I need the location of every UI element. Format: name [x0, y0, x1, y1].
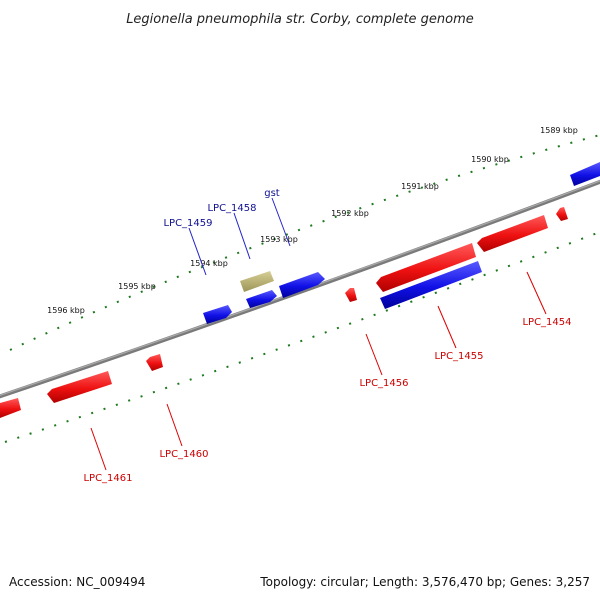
tick-label: 1589 kbp	[540, 126, 578, 135]
forward-genes	[203, 162, 600, 324]
gene-gst-left[interactable]	[246, 290, 277, 308]
tick-label: 1596 kbp	[47, 306, 85, 315]
label-leaders	[90, 197, 547, 471]
tick-label: 1590 kbp	[471, 155, 509, 164]
gene-LPC_1456[interactable]	[345, 288, 357, 302]
gene-LPC_1455[interactable]	[380, 261, 482, 309]
gene-label-LPC_1461[interactable]: LPC_1461	[83, 473, 132, 484]
gene-label-LPC_1458[interactable]: LPC_1458	[207, 203, 256, 214]
gene-gst[interactable]	[279, 272, 325, 298]
tick-label: 1595 kbp	[118, 282, 156, 291]
gene-LPC_1461[interactable]	[47, 371, 112, 403]
gene-LPC_1458[interactable]	[240, 271, 274, 292]
gene-label-LPC_1460[interactable]: LPC_1460	[159, 449, 208, 460]
gene-LPC_1454[interactable]	[556, 207, 568, 221]
tick-label: 1594 kbp	[190, 259, 228, 268]
map-title: Legionella pneumophila str. Corby, compl…	[126, 12, 474, 27]
gene-LPC_1455-red[interactable]	[376, 243, 476, 292]
gene-label-LPC_1456[interactable]: LPC_1456	[359, 378, 408, 389]
reverse-genes	[0, 207, 568, 418]
outer-ruler	[9, 134, 600, 351]
gene-forward-right[interactable]	[570, 162, 600, 186]
gene-label-gst[interactable]: gst	[264, 188, 280, 199]
genome-backbone	[0, 179, 600, 399]
tick-label: 1591 kbp	[401, 182, 439, 191]
gene-label-LPC_1454[interactable]: LPC_1454	[522, 317, 571, 328]
accession-text: Accession: NC_009494	[9, 575, 145, 589]
gene-LPC_1454-left[interactable]	[477, 215, 548, 252]
gene-LPC_1460[interactable]	[146, 354, 163, 371]
gene-label-LPC_1459[interactable]: LPC_1459	[163, 218, 212, 229]
inner-ruler	[4, 231, 600, 443]
tick-label: 1592 kbp	[331, 209, 369, 218]
genome-summary-text: Topology: circular; Length: 3,576,470 bp…	[259, 575, 590, 589]
gene-LPC_1459[interactable]	[203, 305, 232, 324]
gene-label-LPC_1455[interactable]: LPC_1455	[434, 351, 483, 362]
tick-label: 1593 kbp	[260, 235, 298, 244]
gene-LPC_1461-left[interactable]	[0, 398, 21, 418]
